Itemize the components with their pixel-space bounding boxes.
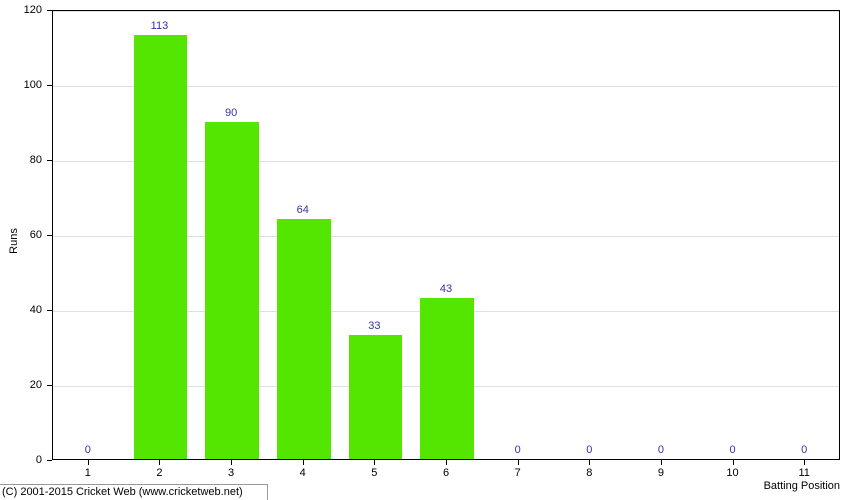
chart-container: Runs Batting Position (C) 2001-2015 Cric… xyxy=(0,0,850,500)
bar xyxy=(205,122,259,460)
x-tick-label: 8 xyxy=(586,467,592,479)
bar xyxy=(420,298,474,459)
grid-line xyxy=(53,11,839,12)
y-tick-label: 60 xyxy=(0,229,42,241)
y-tick-label: 20 xyxy=(0,379,42,391)
x-tick-mark xyxy=(159,460,160,465)
bar xyxy=(349,335,403,459)
y-tick-label: 100 xyxy=(0,79,42,91)
y-tick-label: 0 xyxy=(0,454,42,466)
y-tick-mark xyxy=(47,310,52,311)
y-tick-mark xyxy=(47,385,52,386)
bar-value-label: 43 xyxy=(440,283,452,295)
y-tick-mark xyxy=(47,160,52,161)
bar-value-label: 0 xyxy=(658,444,664,456)
x-tick-label: 2 xyxy=(156,467,162,479)
bar-value-label: 0 xyxy=(729,444,735,456)
bar-value-label: 0 xyxy=(586,444,592,456)
x-tick-label: 9 xyxy=(658,467,664,479)
x-tick-mark xyxy=(733,460,734,465)
x-tick-label: 5 xyxy=(371,467,377,479)
bar-value-label: 113 xyxy=(151,20,169,32)
x-tick-label: 6 xyxy=(443,467,449,479)
x-tick-mark xyxy=(374,460,375,465)
y-tick-label: 40 xyxy=(0,304,42,316)
plot-area xyxy=(52,10,840,460)
x-tick-label: 3 xyxy=(228,467,234,479)
x-tick-label: 11 xyxy=(798,467,809,479)
bar-value-label: 0 xyxy=(515,444,521,456)
x-tick-mark xyxy=(804,460,805,465)
bar xyxy=(277,219,331,459)
bar-value-label: 0 xyxy=(85,444,91,456)
x-tick-label: 7 xyxy=(515,467,521,479)
x-tick-mark xyxy=(446,460,447,465)
bar-value-label: 64 xyxy=(297,204,309,216)
bar-value-label: 33 xyxy=(368,320,380,332)
bar-value-label: 0 xyxy=(801,444,807,456)
x-tick-label: 10 xyxy=(726,467,738,479)
y-tick-label: 80 xyxy=(0,154,42,166)
y-tick-label: 120 xyxy=(0,4,42,16)
x-tick-mark xyxy=(661,460,662,465)
x-tick-mark xyxy=(303,460,304,465)
copyright-text: (C) 2001-2015 Cricket Web (www.cricketwe… xyxy=(2,486,243,498)
y-tick-mark xyxy=(47,85,52,86)
x-tick-mark xyxy=(518,460,519,465)
bar-value-label: 90 xyxy=(225,107,237,119)
y-tick-mark xyxy=(47,10,52,11)
x-axis-label: Batting Position xyxy=(764,480,840,492)
x-tick-label: 4 xyxy=(300,467,306,479)
x-tick-mark xyxy=(231,460,232,465)
bar xyxy=(134,35,188,459)
y-tick-mark xyxy=(47,460,52,461)
x-tick-mark xyxy=(88,460,89,465)
x-tick-label: 1 xyxy=(85,467,91,479)
y-tick-mark xyxy=(47,235,52,236)
x-tick-mark xyxy=(589,460,590,465)
